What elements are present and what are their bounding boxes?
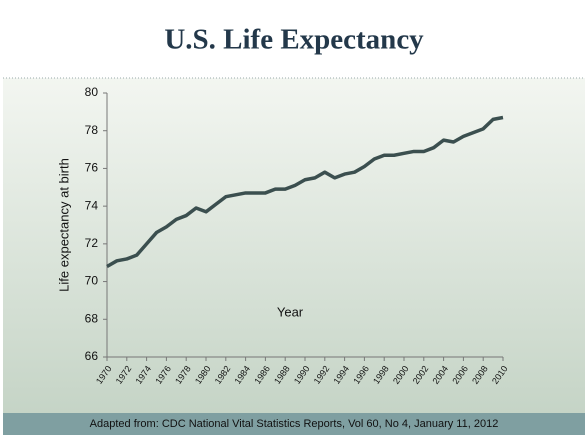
footer-band (3, 413, 585, 435)
x-axis-label: Year (277, 304, 304, 319)
y-tick-label: 76 (85, 161, 99, 175)
y-tick-label: 72 (85, 236, 99, 250)
chart-title: U.S. Life Expectancy (164, 24, 424, 56)
y-tick-label: 66 (85, 349, 99, 363)
y-tick-label: 70 (85, 274, 99, 288)
y-tick-label: 74 (85, 198, 99, 212)
y-axis-label: Life expectancy at birth (56, 158, 71, 292)
y-tick-label: 80 (85, 85, 99, 99)
chart-background (3, 78, 585, 414)
data-line (106, 115, 504, 269)
y-tick-label: 78 (85, 123, 99, 137)
y-tick-label: 68 (85, 311, 99, 325)
source-note: Adapted from: CDC National Vital Statist… (90, 418, 499, 430)
